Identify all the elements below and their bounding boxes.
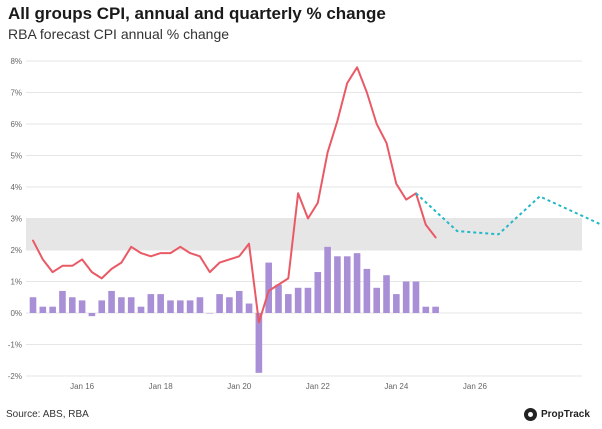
- chart-subtitle: RBA forecast CPI annual % change: [8, 26, 230, 42]
- quarterly-bar: [255, 313, 263, 373]
- proptrack-logo-icon: [524, 407, 537, 421]
- quarterly-bar: [157, 294, 164, 313]
- quarterly-bar: [275, 284, 282, 313]
- quarterly-bar: [412, 281, 420, 313]
- quarterly-bar: [343, 256, 351, 313]
- quarterly-bar: [294, 287, 302, 313]
- quarterly-bar: [196, 297, 204, 313]
- source-note: Source: ABS, RBA: [6, 409, 89, 420]
- quarterly-bar: [147, 294, 155, 313]
- quarterly-bar: [363, 268, 371, 313]
- quarterly-bar: [88, 313, 96, 317]
- quarterly-bar: [324, 246, 331, 313]
- x-tick-label: Jan 18: [149, 382, 174, 391]
- x-tick-label: Jan 26: [463, 382, 488, 391]
- quarterly-bar: [68, 297, 76, 313]
- quarterly-bar: [167, 300, 174, 313]
- y-tick-label: 3%: [10, 215, 22, 224]
- y-tick-label: 4%: [10, 183, 22, 192]
- y-tick-label: -1%: [8, 341, 22, 350]
- y-tick-label: 1%: [10, 278, 22, 287]
- x-tick-label: Jan 24: [384, 382, 409, 391]
- quarterly-bar: [29, 297, 37, 313]
- quarterly-bar: [39, 306, 47, 313]
- y-tick-label: 6%: [10, 120, 22, 129]
- quarterly-bar: [206, 313, 214, 314]
- quarterly-bar: [186, 300, 194, 313]
- y-tick-label: 5%: [10, 152, 22, 161]
- quarterly-bar: [304, 287, 312, 313]
- chart-title: All groups CPI, annual and quarterly % c…: [8, 4, 386, 23]
- quarterly-bar: [118, 297, 125, 313]
- quarterly-bar: [245, 303, 253, 313]
- y-tick-label: 2%: [10, 246, 22, 255]
- quarterly-bar: [393, 294, 400, 313]
- quarterly-bar: [373, 287, 380, 313]
- quarterly-bar: [432, 306, 439, 313]
- quarterly-bar: [59, 290, 66, 313]
- quarterly-bar: [108, 290, 115, 313]
- quarterly-bar: [226, 297, 233, 313]
- quarterly-bar: [265, 262, 272, 313]
- quarterly-bar: [49, 306, 56, 313]
- quarterly-bar: [383, 275, 390, 313]
- quarterly-bar: [216, 294, 223, 313]
- x-tick-label: Jan 16: [70, 382, 95, 391]
- quarterly-bar: [78, 300, 86, 313]
- quarterly-bar: [334, 256, 341, 313]
- brand-logo: PropTrack: [524, 406, 590, 422]
- annual-cpi-line: [32, 66, 437, 324]
- y-tick-label: 8%: [10, 57, 22, 66]
- quarterly-bar: [127, 297, 135, 313]
- rba-forecast-line: [415, 192, 602, 236]
- quarterly-bar: [285, 294, 292, 313]
- quarterly-bar: [353, 253, 361, 313]
- quarterly-bar: [422, 306, 430, 313]
- x-tick-label: Jan 20: [227, 382, 252, 391]
- quarterly-bar: [314, 272, 322, 313]
- quarterly-bar: [402, 281, 410, 313]
- y-tick-label: -2%: [8, 372, 22, 381]
- x-tick-label: Jan 22: [306, 382, 331, 391]
- quarterly-bar: [98, 300, 106, 313]
- y-tick-label: 7%: [10, 89, 22, 98]
- quarterly-bar: [235, 290, 243, 313]
- y-tick-label: 0%: [10, 309, 22, 318]
- quarterly-bar: [177, 300, 184, 313]
- quarterly-bar: [137, 306, 145, 313]
- brand-name: PropTrack: [541, 408, 590, 420]
- target-band: [26, 218, 582, 250]
